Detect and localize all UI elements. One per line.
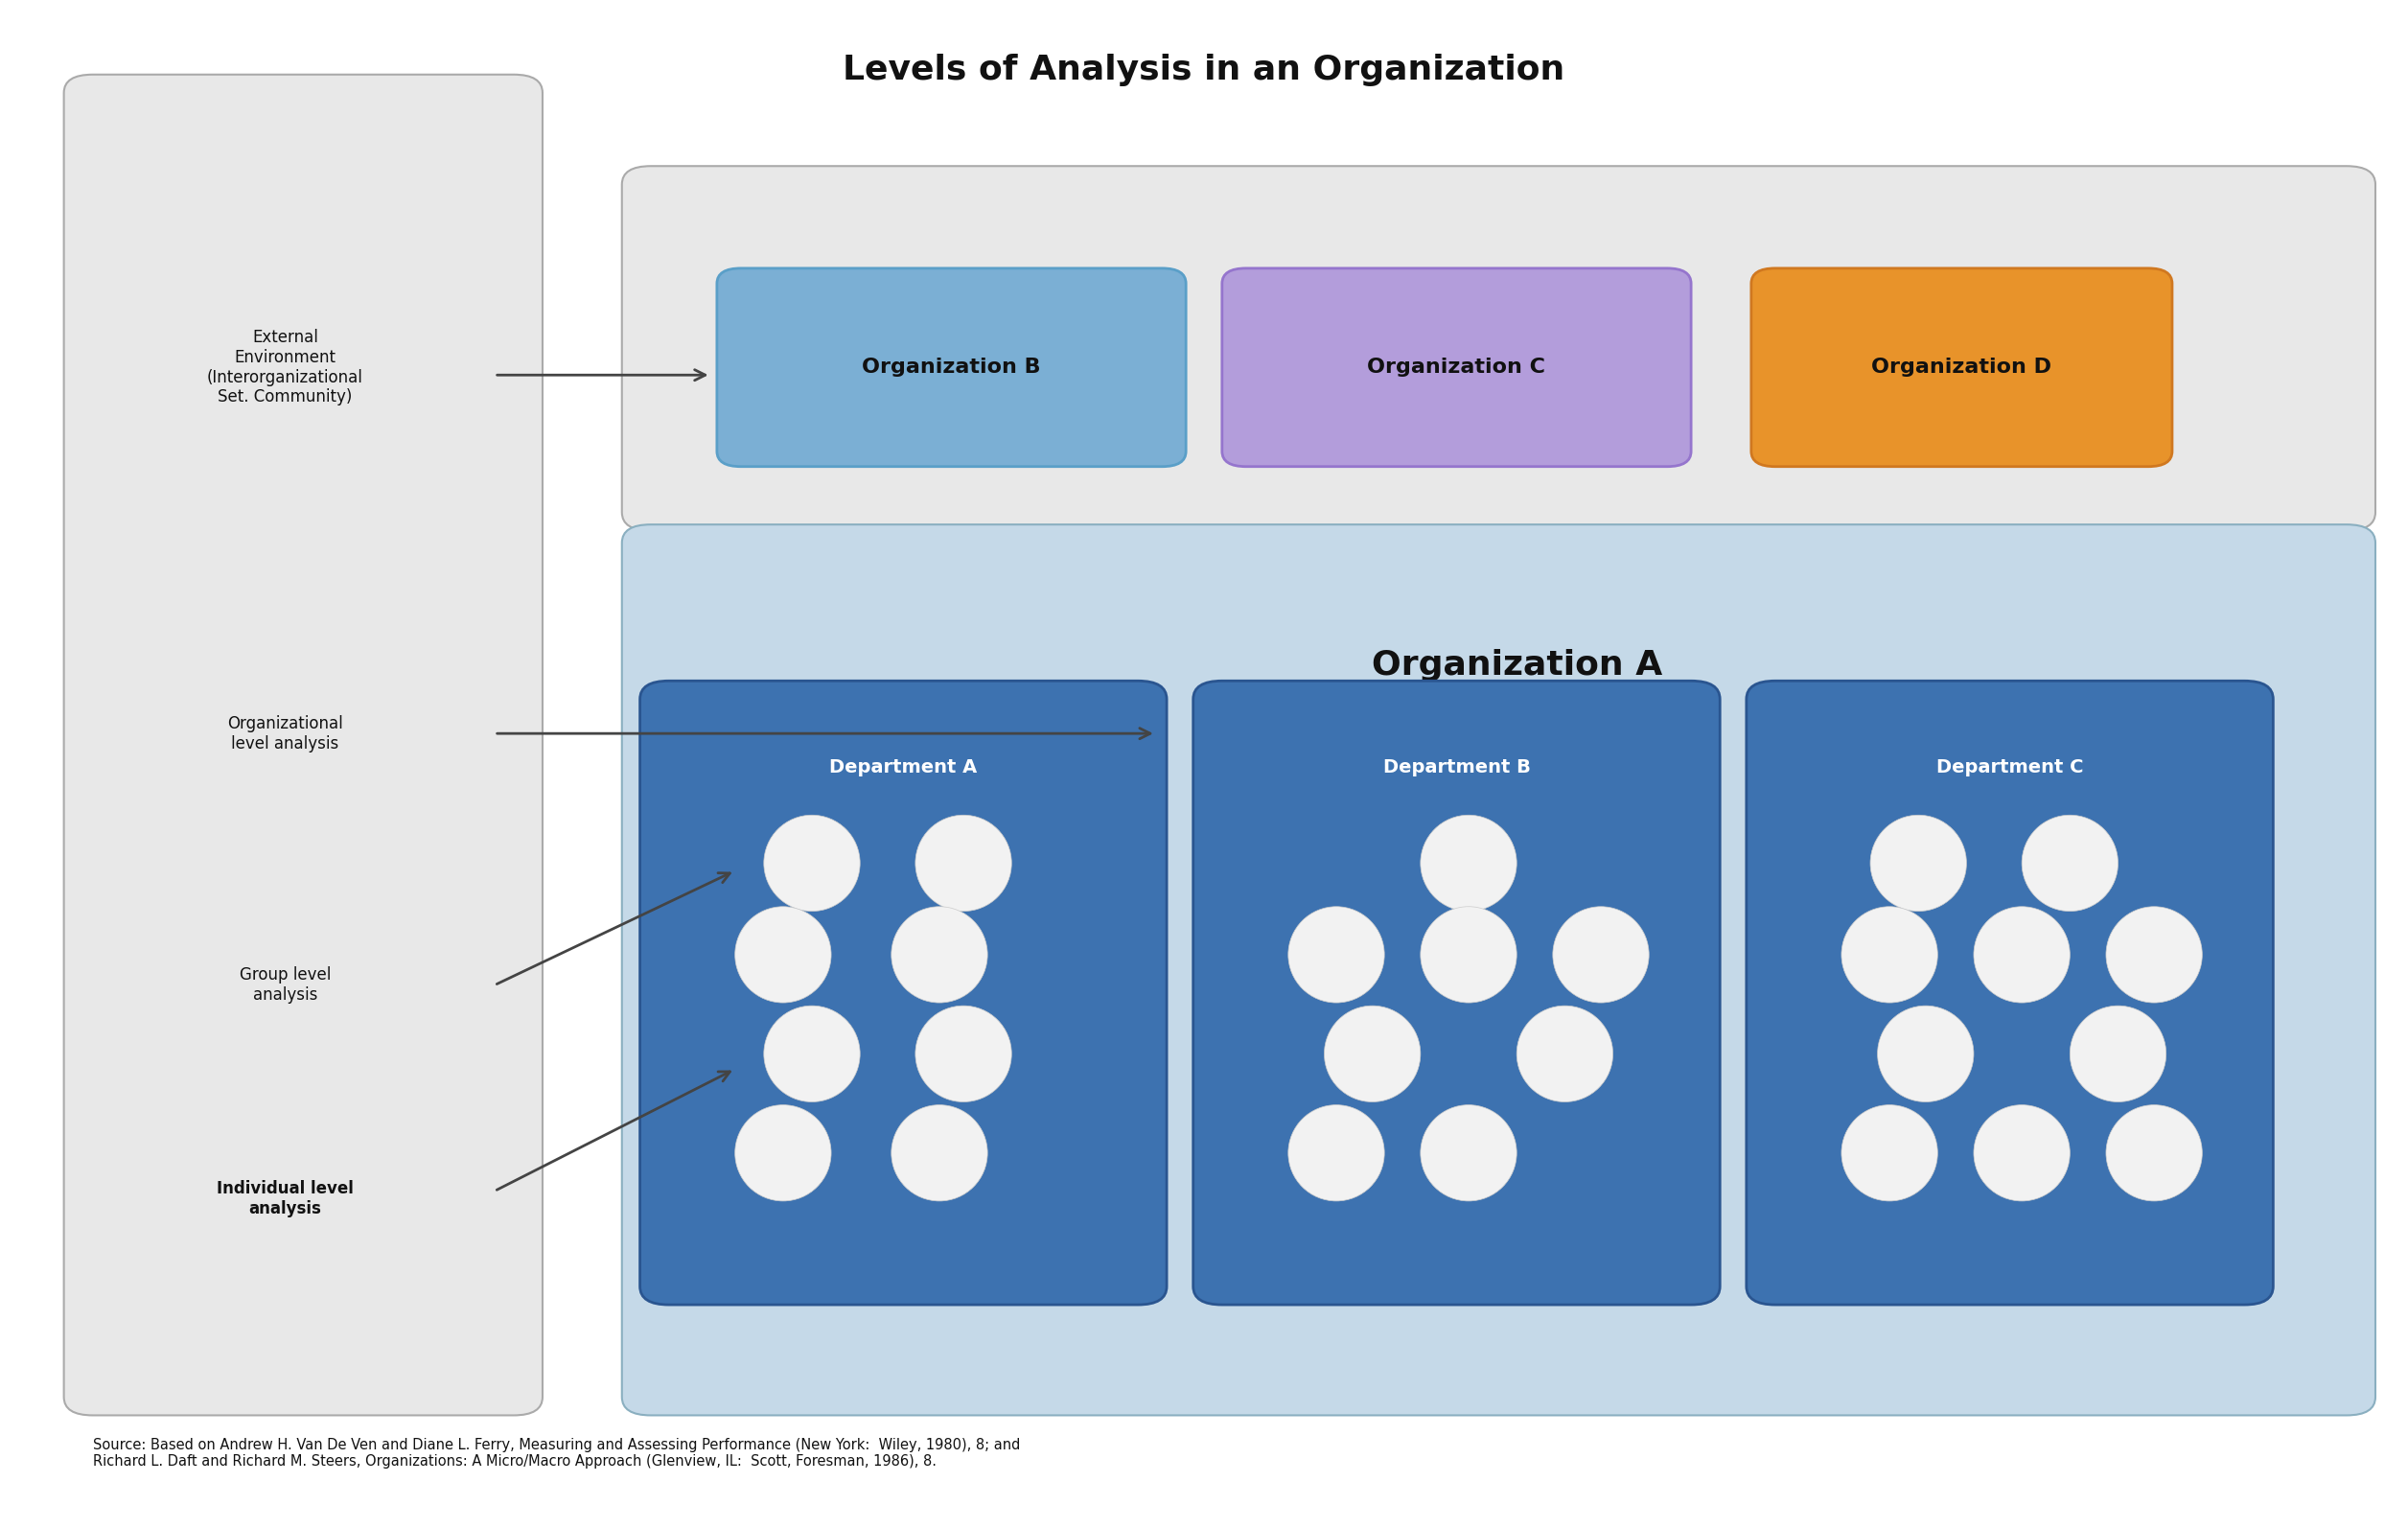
FancyBboxPatch shape [621,524,2374,1415]
Ellipse shape [1421,814,1517,911]
FancyBboxPatch shape [65,75,542,1415]
Ellipse shape [915,814,1011,911]
Ellipse shape [734,1105,831,1201]
Text: Organization C: Organization C [1368,358,1546,377]
Ellipse shape [1421,1105,1517,1201]
Ellipse shape [1878,1005,1975,1102]
Text: Individual level
analysis: Individual level analysis [217,1180,354,1218]
FancyBboxPatch shape [1221,269,1690,466]
Ellipse shape [1842,906,1938,1002]
Text: Department B: Department B [1382,759,1531,776]
Ellipse shape [915,1005,1011,1102]
FancyBboxPatch shape [1194,681,1719,1305]
Ellipse shape [1975,906,2071,1002]
FancyBboxPatch shape [641,681,1168,1305]
Text: Organization B: Organization B [862,358,1040,377]
Ellipse shape [1871,814,1967,911]
FancyBboxPatch shape [1746,681,2273,1305]
FancyBboxPatch shape [718,269,1187,466]
Ellipse shape [1324,1005,1421,1102]
Ellipse shape [763,1005,860,1102]
Ellipse shape [2107,906,2203,1002]
Ellipse shape [1975,1105,2071,1201]
Ellipse shape [1553,906,1649,1002]
Text: Levels of Analysis in an Organization: Levels of Analysis in an Organization [843,53,1565,86]
Ellipse shape [2071,1005,2167,1102]
Ellipse shape [1842,1105,1938,1201]
Ellipse shape [891,906,987,1002]
Ellipse shape [1421,906,1517,1002]
Text: Source: Based on Andrew H. Van De Ven and Diane L. Ferry, Measuring and Assessin: Source: Based on Andrew H. Van De Ven an… [94,1438,1021,1468]
Text: Group level
analysis: Group level analysis [238,967,330,1004]
Ellipse shape [1517,1005,1613,1102]
Ellipse shape [2107,1105,2203,1201]
Text: Organization A: Organization A [1370,648,1662,681]
Ellipse shape [2023,814,2119,911]
FancyBboxPatch shape [1751,269,2172,466]
Ellipse shape [891,1105,987,1201]
Ellipse shape [1288,1105,1385,1201]
Text: Organization D: Organization D [1871,358,2052,377]
FancyBboxPatch shape [621,167,2374,530]
Ellipse shape [1288,906,1385,1002]
Ellipse shape [763,814,860,911]
Text: Department A: Department A [828,759,978,776]
Text: Organizational
level analysis: Organizational level analysis [226,715,342,752]
Text: Department C: Department C [1936,759,2083,776]
Text: External
Environment
(Interorganizational
Set. Community): External Environment (Interorganizationa… [207,329,364,406]
Ellipse shape [734,906,831,1002]
